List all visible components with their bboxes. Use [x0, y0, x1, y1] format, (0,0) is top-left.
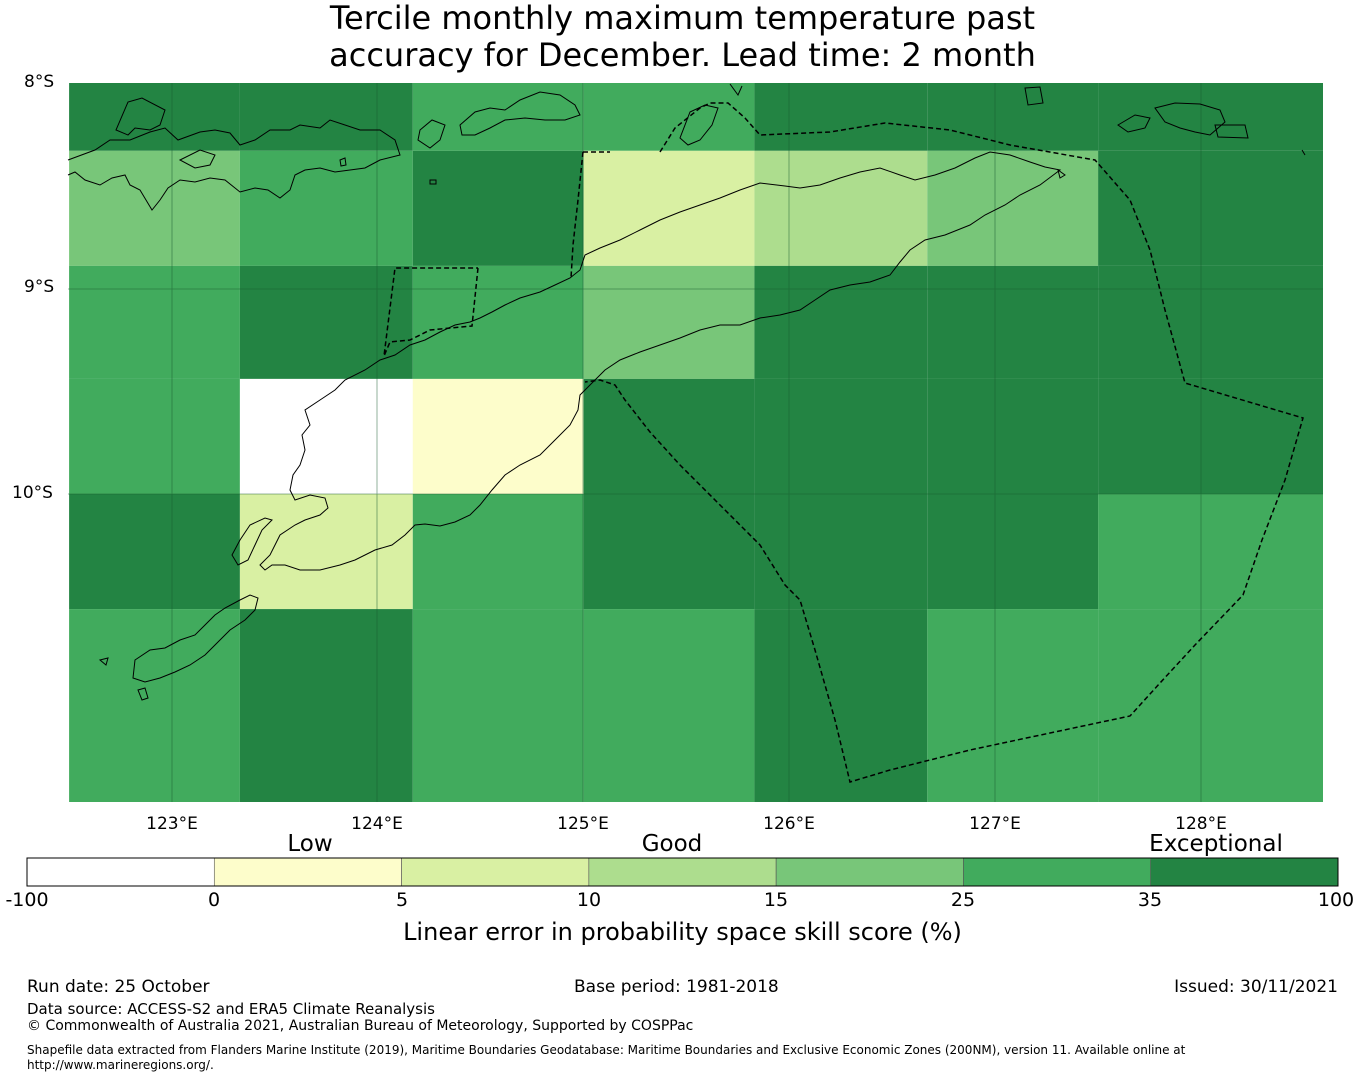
- graticule: [68, 83, 1323, 802]
- colorbar-label: Linear error in probability space skill …: [403, 918, 962, 946]
- grid-cell: [69, 265, 240, 379]
- grid-cell: [69, 150, 240, 266]
- issued-date: Issued: 30/11/2021: [1174, 977, 1338, 997]
- colorbar-tick: 35: [1137, 889, 1163, 911]
- map-title: Tercile monthly maximum temperature past…: [0, 0, 1365, 74]
- grid-cell: [583, 494, 755, 610]
- category-good: Good: [641, 831, 703, 857]
- base-period: Base period: 1981-2018: [574, 977, 779, 997]
- grid-cell: [927, 609, 1099, 802]
- lon-label-124e: 124°E: [351, 814, 403, 834]
- colorbar-segment: [1150, 857, 1339, 887]
- colorbar-segment: [401, 857, 590, 887]
- grid-cell: [927, 83, 1099, 151]
- colorbar-tick: 15: [763, 889, 789, 911]
- colorbar-tick: 0: [207, 889, 221, 911]
- title-line-2: accuracy for December. Lead time: 2 mont…: [329, 36, 1036, 74]
- lat-label-9s: 9°S: [24, 277, 55, 297]
- colorbar: [26, 857, 1339, 887]
- grid-cell: [1098, 378, 1323, 494]
- coastlines: [67, 83, 1306, 701]
- grid-cell: [412, 378, 584, 494]
- data-source: Data source: ACCESS-S2 and ERA5 Climate …: [27, 1000, 435, 1018]
- grid-cell: [1098, 265, 1323, 379]
- grid-cell: [1098, 150, 1323, 266]
- copyright: © Commonwealth of Australia 2021, Austra…: [27, 1018, 694, 1034]
- grid-cell: [1098, 83, 1323, 151]
- colorbar-segment: [213, 857, 402, 887]
- colorbar-tick: 25: [950, 889, 976, 911]
- lon-label-128e: 128°E: [1175, 814, 1227, 834]
- eez-boundary: [383, 102, 1304, 783]
- grid-cell: [412, 150, 584, 266]
- lon-label-126e: 126°E: [763, 814, 815, 834]
- lat-label-10s: 10°S: [12, 483, 53, 503]
- colorbar-segment: [775, 857, 964, 887]
- lon-label-125e: 125°E: [557, 814, 609, 834]
- category-low: Low: [287, 831, 333, 857]
- grid-cell: [927, 150, 1099, 266]
- grid-cell: [69, 378, 240, 494]
- grid-cell: [239, 609, 413, 802]
- shapefile-note: Shapefile data extracted from Flanders M…: [27, 1043, 1186, 1072]
- run-date: Run date: 25 October: [27, 977, 210, 997]
- grid-cell: [412, 609, 584, 802]
- grid-cell: [754, 150, 928, 266]
- grid-cell: [239, 150, 413, 266]
- colorbar-tick: 100: [1317, 889, 1355, 911]
- grid-cell: [239, 378, 413, 494]
- colorbar-segment: [26, 857, 215, 887]
- grid-cell: [69, 609, 240, 802]
- colorbar-tick: 10: [576, 889, 602, 911]
- grid-cell: [754, 83, 928, 151]
- grid-cell: [583, 265, 755, 379]
- lon-label-127e: 127°E: [969, 814, 1021, 834]
- grid-cell: [927, 494, 1099, 610]
- skill-score-grid: [69, 83, 1323, 802]
- grid-cell: [583, 150, 755, 266]
- colorbar-tick: 5: [395, 889, 409, 911]
- grid-cell: [583, 83, 755, 151]
- grid-cell: [239, 265, 413, 379]
- grid-cell: [583, 378, 755, 494]
- grid-cell: [69, 494, 240, 610]
- grid-cell: [239, 83, 413, 151]
- colorbar-segment: [588, 857, 777, 887]
- grid-cell: [412, 265, 584, 379]
- grid-cell: [754, 609, 928, 802]
- grid-cell: [412, 494, 584, 610]
- grid-cell: [1098, 494, 1323, 610]
- lon-label-123e: 123°E: [146, 814, 198, 834]
- grid-cell: [1098, 609, 1323, 802]
- grid-cell: [583, 609, 755, 802]
- colorbar-tick: -100: [5, 889, 49, 911]
- colorbar-segment: [963, 857, 1152, 887]
- grid-cell: [69, 83, 240, 151]
- grid-cell: [754, 265, 928, 379]
- grid-cell: [754, 378, 928, 494]
- grid-cell: [927, 265, 1099, 379]
- grid-cell: [754, 494, 928, 610]
- grid-cell: [239, 494, 413, 610]
- lat-label-8s: 8°S: [24, 72, 55, 92]
- colorbar-frame: [26, 857, 1339, 887]
- title-line-1: Tercile monthly maximum temperature past: [329, 0, 1036, 37]
- grid-cell: [927, 378, 1099, 494]
- category-exceptional: Exceptional: [1149, 831, 1283, 857]
